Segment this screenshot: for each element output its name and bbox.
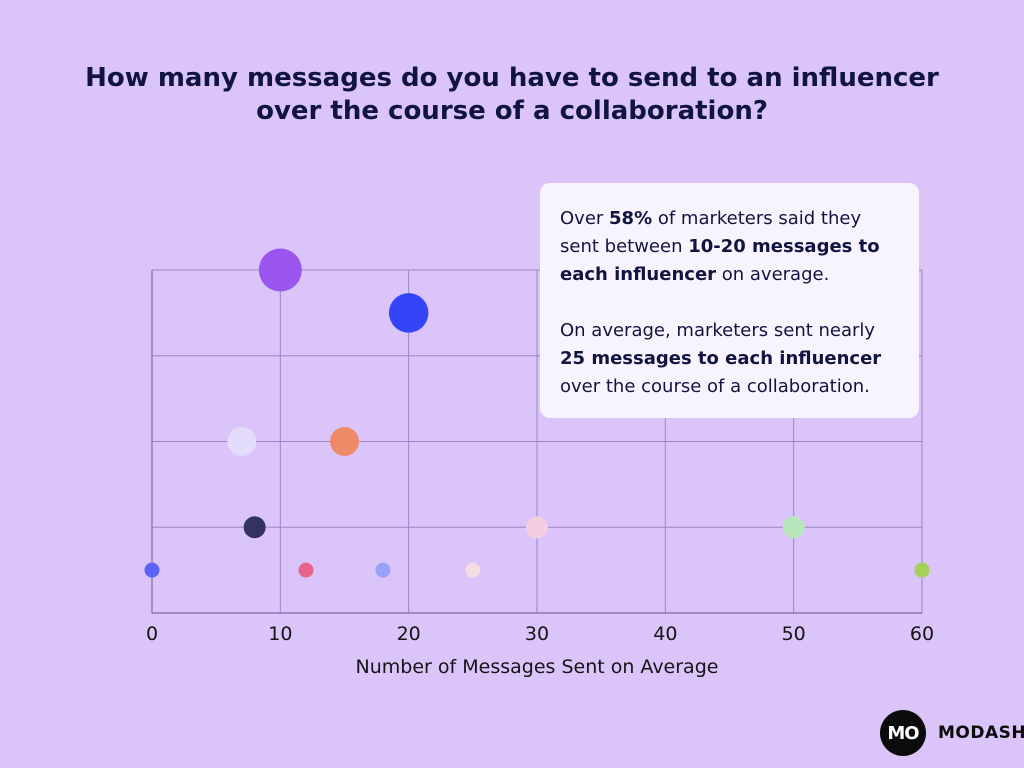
data-point bbox=[227, 427, 257, 456]
callout-p1-run-0: Over bbox=[560, 208, 610, 229]
data-point bbox=[388, 293, 429, 333]
chart-title: How many messages do you have to send to… bbox=[85, 63, 939, 126]
data-point bbox=[465, 562, 481, 578]
x-tick-label: 10 bbox=[268, 623, 292, 645]
x-tick-label: 0 bbox=[146, 623, 158, 645]
callout-p1-run-2: of marketers said they sent between bbox=[560, 208, 862, 257]
data-point bbox=[243, 516, 266, 539]
data-point bbox=[144, 562, 160, 578]
callout-p1-run-4: on average. bbox=[716, 264, 830, 285]
x-tick-label: 60 bbox=[910, 623, 934, 645]
x-axis-label: Number of Messages Sent on Average bbox=[356, 656, 719, 678]
data-point bbox=[258, 248, 302, 292]
callout-paragraph-2: On average, marketers sent nearly 25 mes… bbox=[560, 317, 899, 401]
callout-p1-run-1: 58% bbox=[609, 208, 653, 229]
x-tick-label: 20 bbox=[397, 623, 421, 645]
callout-p2-run-1: 25 messages to each influencer bbox=[560, 348, 882, 369]
data-point bbox=[782, 516, 805, 539]
brand-logo: MO MODASH bbox=[880, 710, 1024, 756]
x-tick-label: 50 bbox=[782, 623, 806, 645]
x-tick-label: 30 bbox=[525, 623, 549, 645]
data-point bbox=[298, 562, 314, 578]
logo-name: MODASH bbox=[938, 723, 1024, 743]
data-point bbox=[914, 562, 930, 578]
logo-mark-icon: MO bbox=[880, 710, 926, 756]
data-point bbox=[330, 427, 359, 456]
x-tick-label: 40 bbox=[653, 623, 677, 645]
callout-p2-run-2: over the course of a collaboration. bbox=[560, 376, 870, 397]
callout-paragraph-1: Over 58% of marketers said they sent bet… bbox=[560, 205, 899, 289]
callout-box: Over 58% of marketers said they sent bet… bbox=[540, 183, 919, 418]
callout-p1-run-3: 10-20 messages to each influencer bbox=[560, 236, 880, 285]
callout-p2-run-0: On average, marketers sent nearly bbox=[560, 320, 876, 341]
data-point bbox=[375, 562, 391, 578]
data-point bbox=[526, 516, 548, 539]
